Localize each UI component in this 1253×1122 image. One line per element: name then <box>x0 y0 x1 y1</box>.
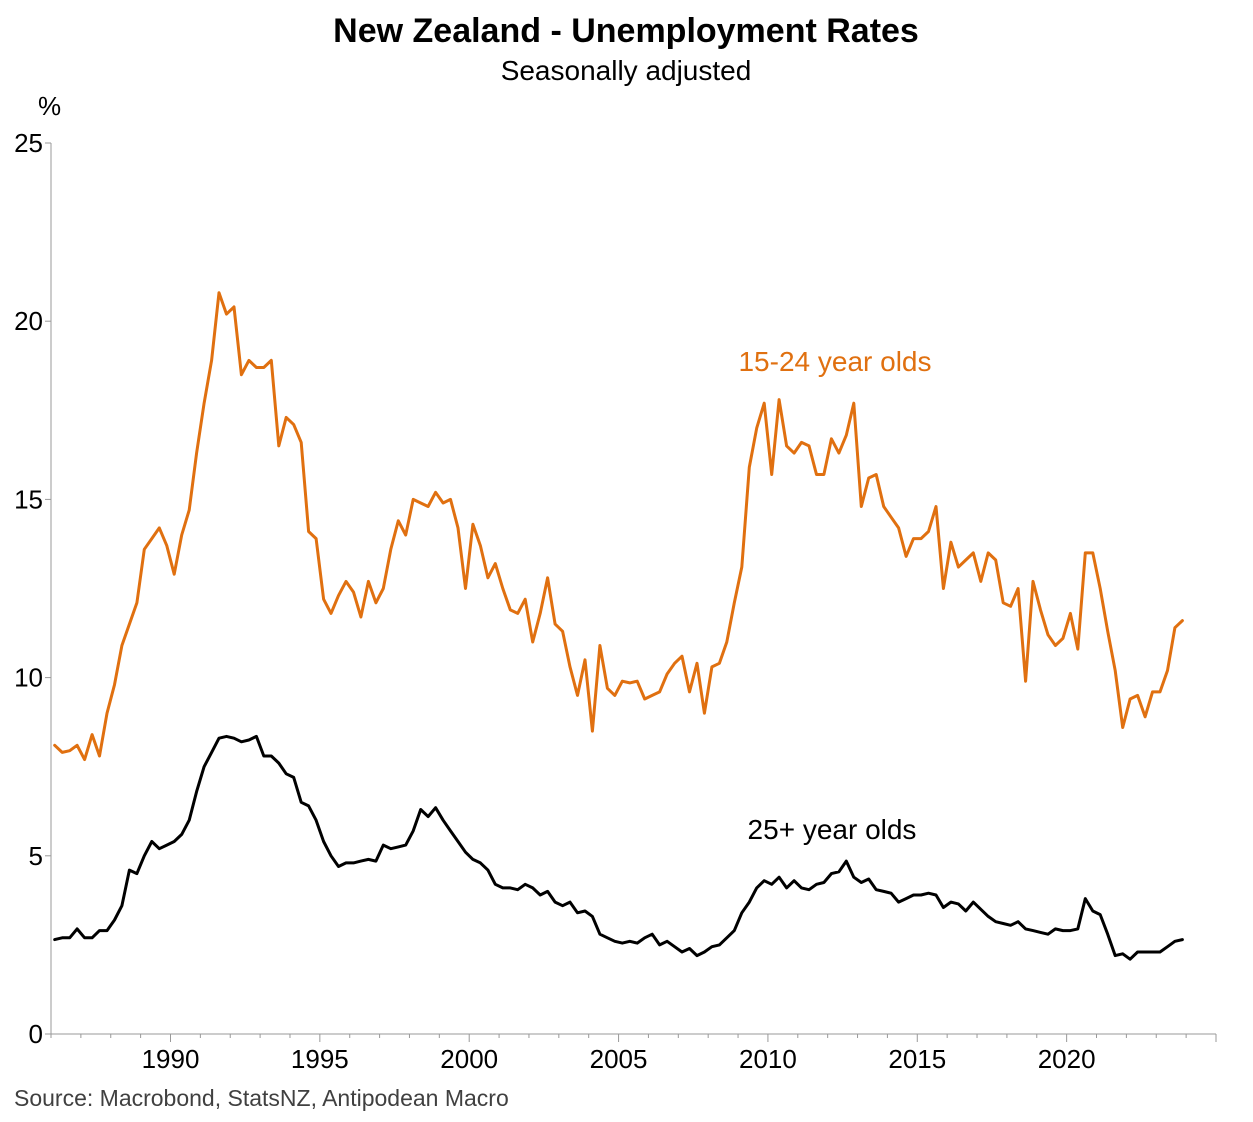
series-line-15-24 <box>53 291 1184 762</box>
x-tick-label: 2005 <box>590 1044 648 1074</box>
x-tick-label: 1990 <box>142 1044 200 1074</box>
series-label-adult: 25+ year olds <box>748 814 917 845</box>
x-tick-label: 2010 <box>739 1044 797 1074</box>
x-tick-label: 2015 <box>888 1044 946 1074</box>
y-tick-label: 10 <box>14 663 43 693</box>
source-note: Source: Macrobond, StatsNZ, Antipodean M… <box>14 1085 509 1111</box>
chart-subtitle: Seasonally adjusted <box>501 55 752 86</box>
y-tick-label: 25 <box>14 128 43 158</box>
x-tick-label: 1995 <box>291 1044 349 1074</box>
y-tick-label: 15 <box>14 484 43 514</box>
y-tick-label: 20 <box>14 306 43 336</box>
y-tick-label: 5 <box>29 841 43 871</box>
x-tick-label: 2020 <box>1038 1044 1096 1074</box>
x-tick-label: 2000 <box>440 1044 498 1074</box>
y-tick-label: 0 <box>29 1019 43 1049</box>
series-line-25-plus <box>53 734 1184 961</box>
y-axis: 0 5 10 15 20 25 <box>14 128 52 1049</box>
series-label-youth: 15-24 year olds <box>738 346 931 377</box>
series-layer <box>53 291 1184 961</box>
x-axis: 1990 1995 2000 2005 2010 2015 2020 <box>50 1033 1217 1074</box>
chart-title: New Zealand - Unemployment Rates <box>333 12 919 50</box>
y-axis-unit: % <box>38 91 61 121</box>
